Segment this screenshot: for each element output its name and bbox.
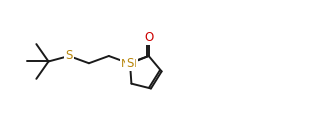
Text: NH: NH — [120, 59, 137, 69]
Text: S: S — [65, 49, 73, 63]
Text: O: O — [144, 31, 153, 45]
Text: S: S — [126, 57, 134, 70]
